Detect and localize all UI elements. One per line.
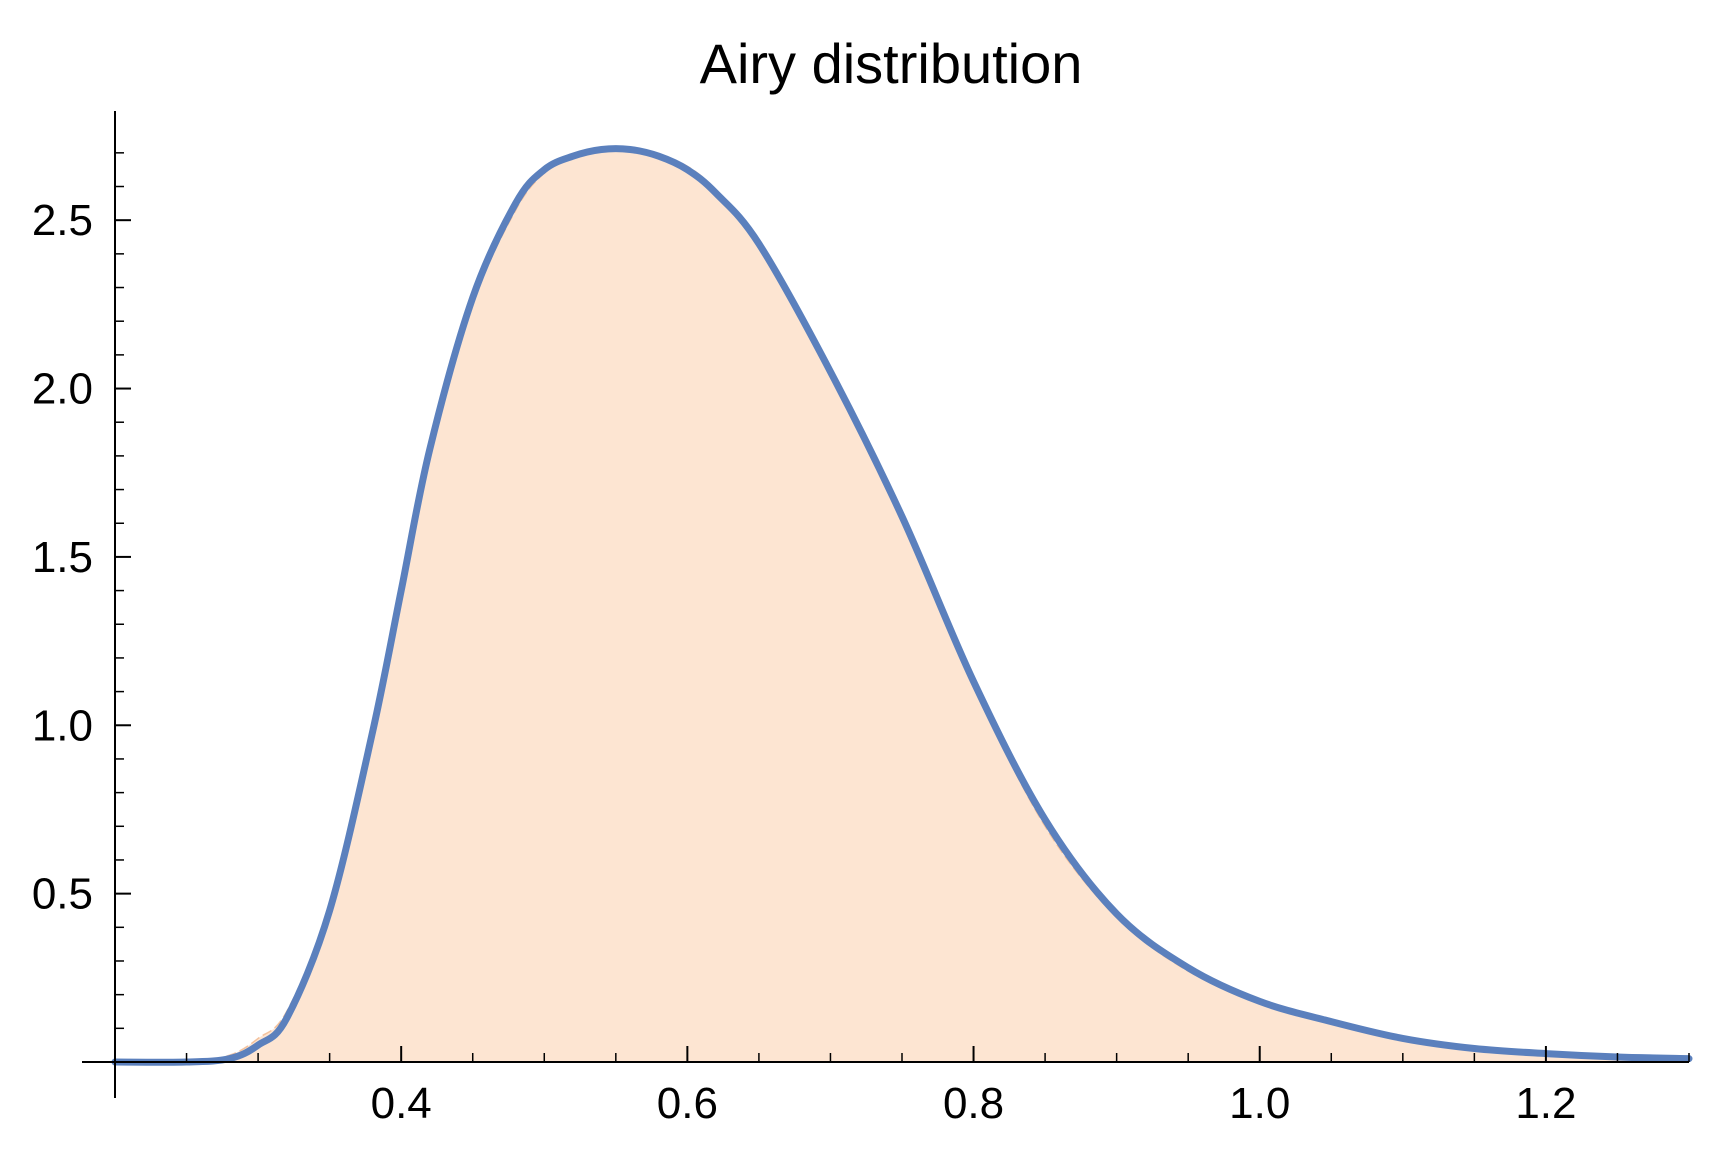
- area-fill: [115, 148, 1689, 1063]
- x-tick-label: 1.0: [1229, 1079, 1290, 1128]
- chart-title: Airy distribution: [700, 32, 1083, 95]
- x-tick-label: 0.6: [657, 1079, 718, 1128]
- y-tick-label: 2.5: [32, 196, 93, 245]
- series-layer: [111, 145, 1693, 1066]
- y-tick-label: 1.0: [32, 701, 93, 750]
- x-tick-label: 0.4: [371, 1079, 432, 1128]
- y-tick-label: 0.5: [32, 870, 93, 919]
- y-tick-label: 2.0: [32, 365, 93, 414]
- series-line: [111, 145, 1693, 1066]
- x-tick-label: 1.2: [1515, 1079, 1576, 1128]
- axes-layer: 0.4 0.6 0.8 1.0 1.2 0.5 1.0 1.5 2.0 2.5: [32, 111, 1690, 1128]
- x-tick-label: 0.8: [943, 1079, 1004, 1128]
- y-tick-label: 1.5: [32, 533, 93, 582]
